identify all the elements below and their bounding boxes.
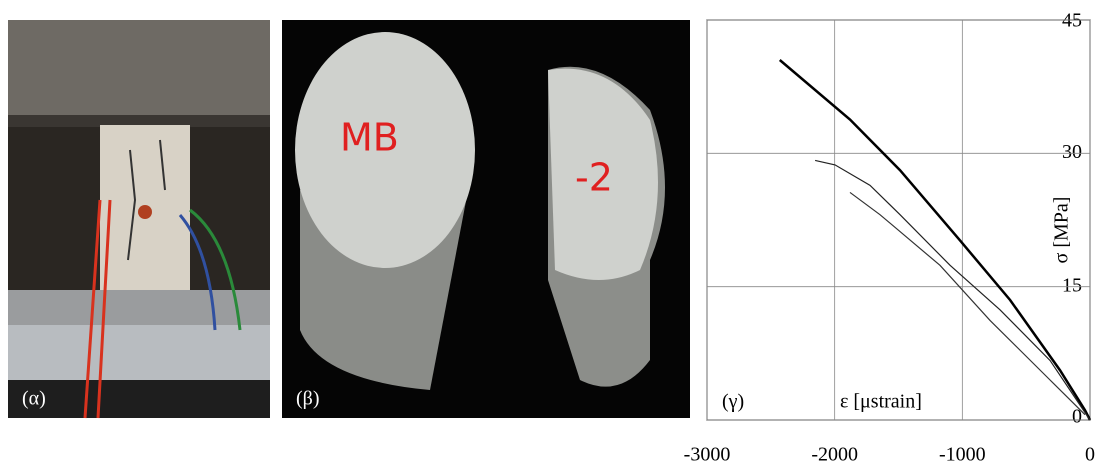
figure: (α) MB -2 (β) (γ) ε [μstrain] σ [MPa] -3… — [0, 0, 1103, 468]
x-axis-label: ε [μstrain] — [840, 391, 922, 413]
x-tick-label: -3000 — [684, 444, 731, 466]
plot-frame — [707, 20, 1090, 420]
y-tick-label: 30 — [1062, 141, 1082, 163]
marker-text: -2 — [575, 156, 613, 200]
photo-beta: MB -2 — [282, 20, 690, 418]
panel-label: (γ) — [722, 391, 744, 413]
x-tick-label: 0 — [1085, 444, 1095, 466]
data-line — [815, 160, 1090, 420]
x-tick-label: -2000 — [811, 444, 858, 466]
data-line — [780, 60, 1090, 420]
y-tick-label: 0 — [1072, 406, 1082, 428]
panel-label: (α) — [22, 388, 46, 410]
x-tick-label: -1000 — [939, 444, 986, 466]
marker-text: MB — [340, 116, 399, 160]
y-tick-label: 45 — [1062, 10, 1082, 32]
photo-alpha — [8, 20, 270, 418]
panel-label: (β) — [296, 388, 320, 410]
y-axis-label: σ [MPa] — [1051, 197, 1073, 264]
y-tick-label: 15 — [1062, 274, 1082, 296]
